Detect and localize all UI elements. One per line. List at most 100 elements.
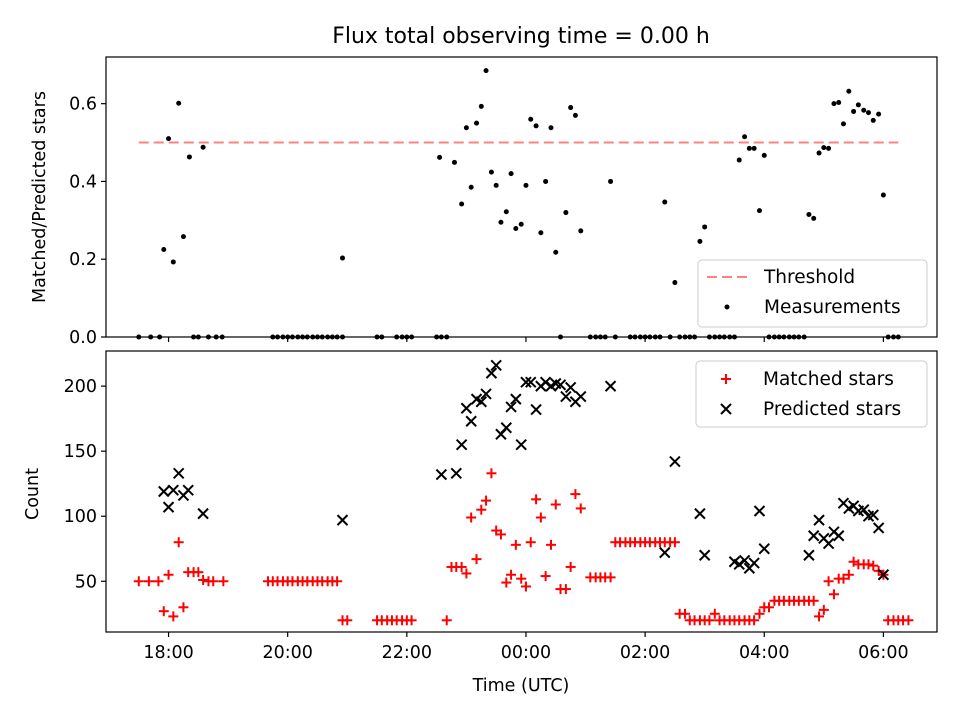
predicted-star-point	[465, 415, 477, 427]
measurement-point	[528, 116, 534, 122]
predicted-star-point	[807, 530, 820, 542]
matched-star-point	[823, 576, 834, 587]
matched-star-point	[560, 584, 571, 595]
predicted-legend-cross	[720, 403, 732, 415]
matched-legend-plus	[721, 374, 731, 384]
measurement-point	[451, 159, 457, 165]
measurement-point	[553, 249, 559, 255]
measurement-point	[493, 182, 499, 188]
predicted-star-point	[505, 401, 517, 413]
top-plot-frame	[105, 56, 938, 338]
measurement-point	[865, 110, 871, 116]
matched-star-point	[709, 608, 720, 619]
predicted-star-point	[560, 390, 572, 403]
measurement-point	[751, 145, 757, 151]
measurement-point	[876, 111, 882, 117]
matched-star-point	[456, 561, 467, 572]
predicted-star-point	[455, 438, 468, 451]
matched-star-point	[506, 569, 517, 580]
measurement-point	[538, 230, 544, 236]
matched-star-point	[575, 503, 586, 514]
matched-star-point	[843, 569, 854, 580]
measurement-point	[870, 117, 876, 123]
matched-star-point	[178, 602, 189, 613]
measurement-point	[806, 212, 812, 217]
matched-star-point	[520, 581, 531, 592]
predicted-star-point	[813, 514, 825, 526]
matched-star-point	[704, 615, 715, 626]
matched-star-point	[754, 608, 765, 619]
matched-stars-layer	[133, 468, 914, 626]
top-y-tick-label: 0.0	[69, 328, 97, 348]
predicted-star-point	[758, 543, 770, 555]
predicted-star-point	[877, 569, 890, 581]
matched-star-point	[828, 589, 839, 600]
matched-star-point	[486, 468, 497, 479]
matched-star-point	[471, 554, 482, 565]
matched-star-point	[461, 568, 472, 579]
measurement-point	[503, 209, 509, 215]
bottom-y-tick-label: 50	[75, 572, 97, 592]
matched-star-point	[868, 560, 879, 571]
matched-star-point	[605, 572, 616, 583]
matched-star-point	[838, 573, 849, 584]
top-legend: Threshold Measurements	[697, 259, 928, 328]
measurement-point	[339, 255, 345, 261]
predicted-star-point	[822, 537, 835, 550]
x-tick-label: 04:00	[739, 643, 789, 663]
measurement-point	[756, 208, 762, 214]
measurements-legend-label: Measurements	[764, 297, 901, 318]
predicted-star-point	[753, 505, 766, 517]
matched-star-point	[163, 569, 174, 580]
matched-star-point	[481, 495, 492, 506]
predicted-star-point	[167, 484, 180, 496]
predicted-star-point	[867, 509, 879, 521]
measurement-point	[186, 154, 192, 160]
measurement-point	[662, 199, 668, 205]
measurement-point	[463, 125, 469, 131]
measurement-point	[523, 182, 529, 188]
measurement-point	[811, 215, 817, 221]
predicted-star-point	[530, 403, 542, 416]
bottom-plot-frame	[105, 350, 938, 633]
matched-star-point	[476, 504, 487, 515]
matched-star-point	[570, 489, 581, 500]
measurement-point	[578, 228, 584, 234]
x-tick-label: 06:00	[858, 643, 908, 663]
measurement-point	[513, 226, 519, 231]
predicted-star-point	[694, 507, 706, 520]
measurement-point	[826, 145, 832, 151]
predicted-star-point	[738, 554, 751, 567]
top-panel: 0.0 0.2 0.4 0.6 Matched/Predicted stars Thr…	[30, 56, 938, 348]
measurement-point	[176, 100, 182, 106]
measurement-point	[437, 154, 443, 160]
matched-star-point	[143, 576, 154, 587]
measurement-point	[572, 112, 578, 118]
matched-star-point	[903, 615, 914, 626]
measurement-point	[563, 210, 569, 216]
matched-star-point	[466, 512, 477, 523]
measurement-point	[846, 88, 852, 94]
matched-star-point	[218, 576, 229, 587]
matched-star-point	[818, 604, 829, 615]
measurement-point	[533, 123, 539, 129]
measurement-point	[761, 152, 767, 158]
predicted-star-point	[500, 422, 513, 434]
predicted-star-point	[336, 514, 349, 526]
bottom-y-axis: 50 100 150 200	[64, 377, 106, 592]
matched-star-point	[441, 615, 452, 626]
measurement-point	[742, 134, 748, 140]
threshold-legend-label: Threshold	[763, 267, 855, 288]
matched-star-point	[749, 615, 760, 626]
predicted-star-point	[515, 438, 527, 451]
measurement-point	[831, 101, 837, 107]
matched-star-point	[863, 559, 874, 570]
measurement-point	[736, 157, 742, 163]
predicted-star-point	[669, 455, 681, 468]
matched-star-point	[153, 576, 164, 587]
measurement-point	[459, 201, 465, 207]
predicted-star-point	[803, 549, 815, 561]
bottom-x-axis: 18:00 20:00 22:00 00:00 02:00 04:00 06:00	[143, 632, 909, 663]
measurement-point	[816, 150, 822, 156]
x-tick-label: 00:00	[501, 643, 551, 663]
